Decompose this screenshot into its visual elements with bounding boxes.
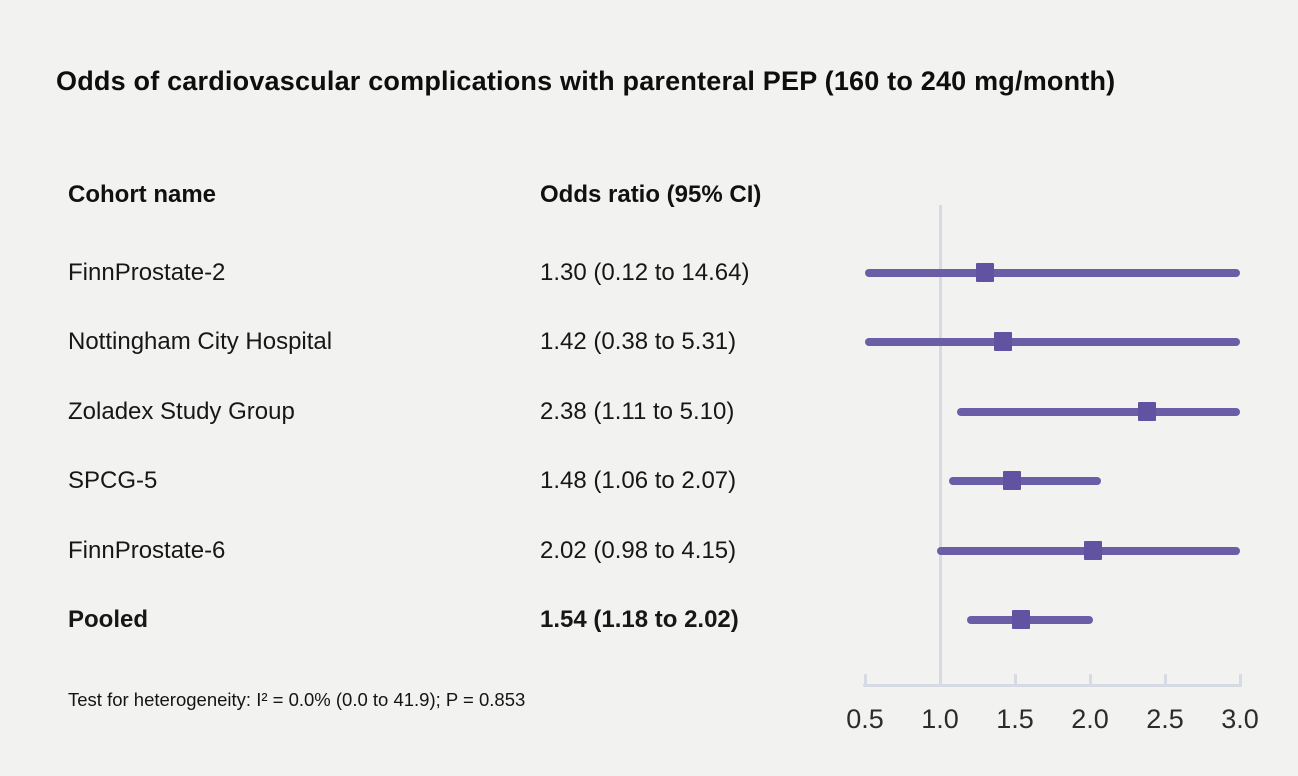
x-axis-tick-label: 1.0 <box>921 704 959 734</box>
cohort-name: FinnProstate-6 <box>68 537 226 564</box>
x-axis-tick <box>1013 674 1017 685</box>
x-axis-tick-label: 2.0 <box>1071 704 1109 734</box>
point-estimate-marker <box>1138 402 1156 421</box>
cohort-name: Nottingham City Hospital <box>68 328 333 355</box>
point-estimate-marker <box>976 263 994 282</box>
point-estimate-marker <box>994 332 1012 351</box>
point-estimate-marker <box>1084 541 1102 560</box>
confidence-interval-line <box>967 616 1093 624</box>
forest-row: Pooled 1.54 (1.18 to 2.02) <box>0 603 1298 637</box>
x-axis-tick <box>863 674 867 685</box>
forest-row: SPCG-5 1.48 (1.06 to 2.07) <box>0 464 1298 498</box>
column-header-cohort-name: Cohort name <box>68 181 217 208</box>
x-axis-tick-label: 3.0 <box>1221 704 1259 734</box>
column-header-odds-ratio: Odds ratio (95% CI) <box>540 181 762 208</box>
odds-ratio-value: 2.38 (1.11 to 5.10) <box>540 398 735 425</box>
x-axis-tick-label: 0.5 <box>846 704 884 734</box>
odds-ratio-value: 1.30 (0.12 to 14.64) <box>540 259 750 286</box>
x-axis-line <box>863 684 1242 687</box>
cohort-name: FinnProstate-2 <box>68 259 226 286</box>
reference-line-or-1 <box>938 205 942 687</box>
cohort-name: SPCG-5 <box>68 467 158 494</box>
x-axis-tick-label: 2.5 <box>1146 704 1184 734</box>
odds-ratio-value: 1.54 (1.18 to 2.02) <box>540 606 739 633</box>
odds-ratio-value: 1.42 (0.38 to 5.31) <box>540 328 737 355</box>
point-estimate-marker <box>1012 610 1030 629</box>
x-axis-tick <box>938 674 942 685</box>
forest-row: Nottingham City Hospital 1.42 (0.38 to 5… <box>0 325 1298 359</box>
cohort-name: Zoladex Study Group <box>68 398 295 425</box>
forest-row: Zoladex Study Group 2.38 (1.11 to 5.10) <box>0 395 1298 429</box>
odds-ratio-value: 2.02 (0.98 to 4.15) <box>540 537 737 564</box>
confidence-interval-line <box>956 408 1240 416</box>
cohort-name: Pooled <box>68 606 149 633</box>
heterogeneity-footnote: Test for heterogeneity: I² = 0.0% (0.0 t… <box>68 689 526 710</box>
x-axis-tick <box>1088 674 1092 685</box>
x-axis-tick <box>1238 674 1242 685</box>
odds-ratio-value: 1.48 (1.06 to 2.07) <box>540 467 737 494</box>
x-axis-tick-label: 1.5 <box>996 704 1034 734</box>
forest-row: FinnProstate-2 1.30 (0.12 to 14.64) <box>0 256 1298 290</box>
point-estimate-marker <box>1003 471 1021 490</box>
forest-row: FinnProstate-6 2.02 (0.98 to 4.15) <box>0 534 1298 568</box>
page-title: Odds of cardiovascular complications wit… <box>56 66 1116 96</box>
confidence-interval-line <box>949 477 1101 485</box>
confidence-interval-line <box>865 338 1240 346</box>
confidence-interval-line <box>865 269 1240 277</box>
x-axis-tick <box>1163 674 1167 685</box>
